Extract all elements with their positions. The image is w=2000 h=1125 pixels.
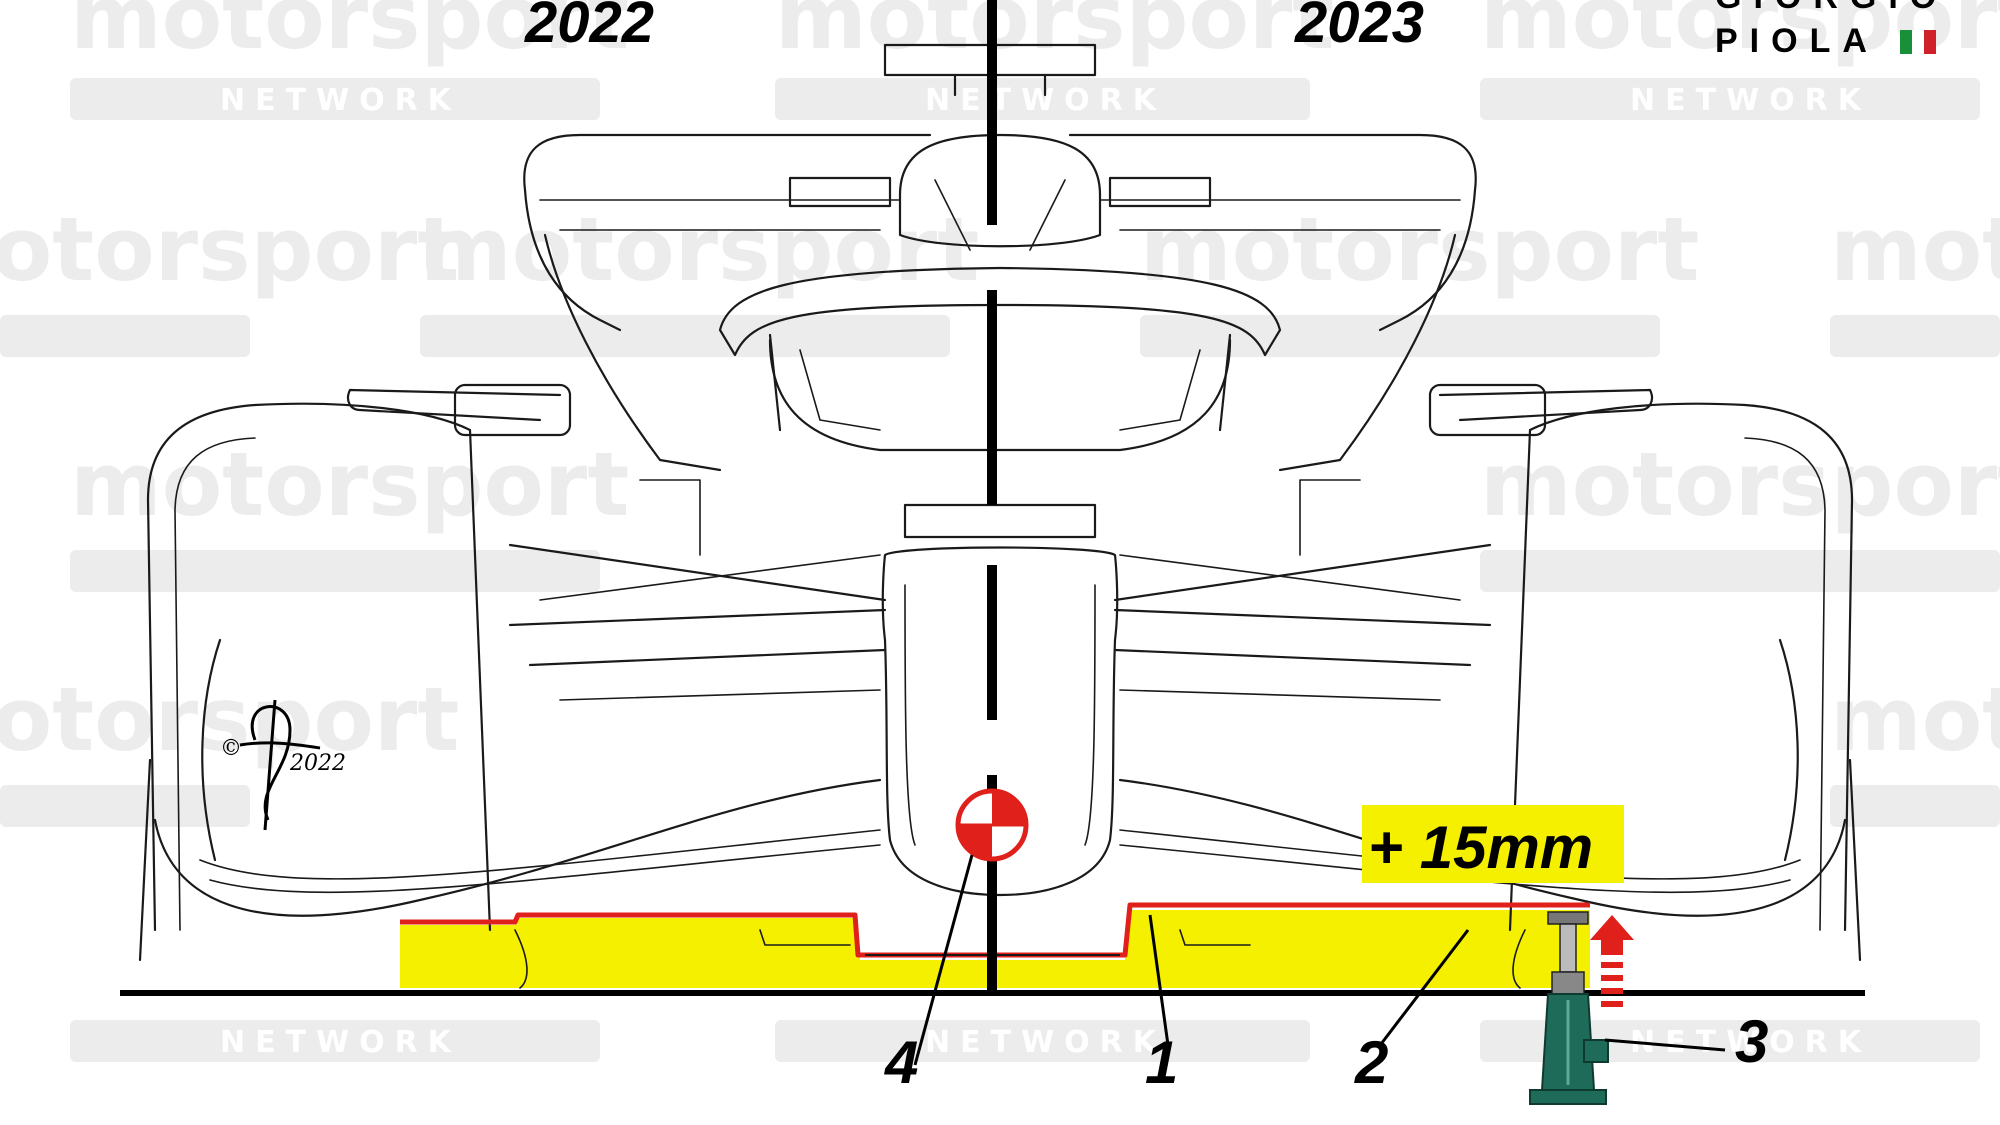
- leader-1: [1148, 914, 1170, 1046]
- front-wing-left: [153, 778, 882, 917]
- watermark-block: motorsport NETWORK: [775, 0, 1334, 120]
- watermark-block: motorsport: [420, 198, 979, 357]
- nose-cone: [881, 546, 1119, 897]
- front-tyre-right: [1508, 402, 1854, 932]
- watermark-block: motorsport: [1830, 198, 2000, 357]
- jack-stand-icon: [1529, 911, 1609, 1105]
- front-suspension: [508, 543, 1492, 667]
- callout-3: 3: [1735, 1008, 1768, 1075]
- mirror-left: [453, 383, 572, 437]
- rear-light-left: [788, 176, 892, 208]
- airbox: [898, 133, 1102, 248]
- callout-4: 4: [884, 1029, 918, 1096]
- year-label-right: 2023: [1294, 0, 1424, 55]
- svg-text:motorsport: motorsport: [1830, 198, 2000, 301]
- rear-wing-top: [523, 133, 1477, 192]
- rear-wing-flaps: [539, 199, 1461, 231]
- center-of-gravity-icon: [955, 788, 1029, 862]
- watermark-block: motorsport: [1480, 433, 2000, 592]
- leader-4: [913, 854, 974, 1066]
- rear-wing-endplate-right: [1378, 188, 1477, 332]
- svg-text:motorsport: motorsport: [0, 198, 459, 301]
- up-arrow-icon: [1590, 915, 1634, 1007]
- watermark-block: NETWORK: [775, 1020, 1310, 1062]
- svg-text:NETWORK: NETWORK: [925, 1025, 1166, 1060]
- leader-3: [1604, 1038, 1726, 1052]
- wing-endplates: [201, 638, 1799, 862]
- floor-highlight: [400, 910, 1590, 988]
- italian-flag-icon: [1900, 30, 1936, 54]
- mirror-right: [1428, 383, 1547, 437]
- svg-text:motorsport: motorsport: [420, 198, 979, 301]
- artist-signature: © 2022: [220, 699, 346, 831]
- watermark-block: motorsport NETWORK: [70, 0, 629, 120]
- svg-text:NETWORK: NETWORK: [220, 83, 461, 118]
- watermark-block: motorsport: [0, 668, 459, 827]
- year-label-left: 2022: [524, 0, 654, 55]
- leader-2: [1376, 929, 1470, 1049]
- svg-text:motorsport: motorsport: [775, 0, 1334, 69]
- watermark-block: motorsport: [1830, 668, 2000, 827]
- watermark-block: motorsport NETWORK: [1480, 0, 2000, 120]
- halo: [718, 266, 1282, 357]
- sidepod-right: [1278, 233, 1457, 472]
- floor-plank-edges: [514, 929, 1526, 989]
- rear-light-right: [1108, 176, 1212, 208]
- watermark-block: motorsport: [0, 198, 459, 357]
- svg-text:motorsport: motorsport: [1830, 668, 2000, 771]
- front-tyre-left: [146, 402, 492, 932]
- callout-1: 1: [1145, 1029, 1178, 1096]
- watermark-block: NETWORK: [70, 1020, 600, 1062]
- car-outline: [138, 43, 1862, 962]
- svg-text:NETWORK: NETWORK: [1630, 83, 1871, 118]
- cockpit: [768, 338, 1232, 452]
- svg-text:NETWORK: NETWORK: [925, 83, 1166, 118]
- svg-text:NETWORK: NETWORK: [1630, 1025, 1871, 1060]
- svg-text:NETWORK: NETWORK: [220, 1025, 461, 1060]
- svg-text:motorsport: motorsport: [70, 433, 629, 536]
- rear-wing-endplate-left: [523, 188, 622, 332]
- svg-text:PIOLA: PIOLA: [1715, 22, 1879, 60]
- raised-floor-line: [400, 902, 1590, 958]
- svg-text:motorsport: motorsport: [70, 0, 629, 69]
- svg-text:motorsport: motorsport: [1140, 198, 1699, 301]
- front-camera: [903, 503, 1097, 539]
- author-credit: GIORGIO PIOLA: [1715, 0, 1948, 60]
- height-increase-badge: + 15mm: [1362, 805, 1624, 883]
- front-wing-right: [1118, 778, 1847, 917]
- svg-text:GIORGIO: GIORGIO: [1715, 0, 1948, 16]
- halo-struts: [768, 333, 1232, 432]
- svg-text:©: ©: [220, 736, 242, 761]
- callout-2: 2: [1354, 1029, 1388, 1096]
- svg-text:motorsport: motorsport: [1480, 433, 2000, 536]
- floor-detail-lines: [759, 929, 1251, 946]
- svg-text:+ 15mm: + 15mm: [1368, 814, 1593, 881]
- front-wing-flaps: [199, 829, 1801, 894]
- callout-leaders: [913, 854, 1726, 1066]
- svg-text:2022: 2022: [289, 751, 346, 776]
- sidepod-left: [543, 233, 722, 472]
- svg-text:motorsport: motorsport: [0, 668, 459, 771]
- watermark-layer: motorsport NETWORK motorsport NETWORK mo…: [0, 0, 2000, 1062]
- watermark-block: motorsport: [70, 433, 629, 592]
